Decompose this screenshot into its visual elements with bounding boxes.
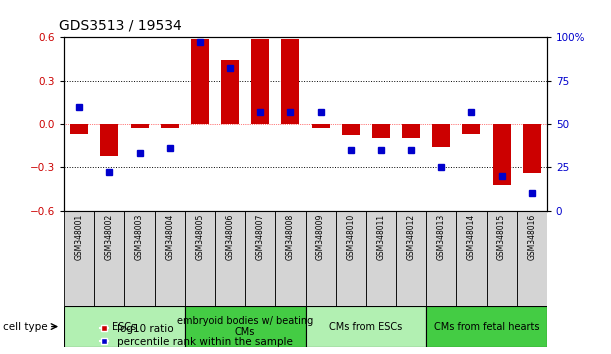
Bar — [523, 124, 541, 173]
FancyBboxPatch shape — [426, 211, 456, 306]
Text: GSM348004: GSM348004 — [165, 213, 174, 260]
Text: embryoid bodies w/ beating
CMs: embryoid bodies w/ beating CMs — [177, 316, 313, 337]
FancyBboxPatch shape — [426, 306, 547, 347]
Bar — [432, 124, 450, 147]
FancyBboxPatch shape — [245, 211, 276, 306]
Text: GSM348009: GSM348009 — [316, 213, 325, 260]
Text: GSM348015: GSM348015 — [497, 213, 506, 260]
Text: cell type: cell type — [3, 321, 48, 332]
FancyBboxPatch shape — [125, 211, 155, 306]
FancyBboxPatch shape — [276, 211, 306, 306]
Text: GSM348016: GSM348016 — [527, 213, 536, 260]
Text: GDS3513 / 19534: GDS3513 / 19534 — [59, 18, 182, 33]
Bar — [312, 124, 330, 128]
FancyBboxPatch shape — [185, 306, 306, 347]
FancyBboxPatch shape — [185, 211, 215, 306]
Bar — [191, 39, 209, 124]
Legend: log10 ratio, percentile rank within the sample: log10 ratio, percentile rank within the … — [100, 324, 293, 347]
Bar — [463, 124, 480, 134]
Text: GSM348005: GSM348005 — [196, 213, 205, 260]
Text: CMs from ESCs: CMs from ESCs — [329, 321, 403, 332]
Text: GSM348006: GSM348006 — [225, 213, 235, 260]
FancyBboxPatch shape — [517, 211, 547, 306]
Text: GSM348014: GSM348014 — [467, 213, 476, 260]
Bar — [372, 124, 390, 138]
FancyBboxPatch shape — [396, 211, 426, 306]
Text: GSM348011: GSM348011 — [376, 213, 386, 259]
FancyBboxPatch shape — [64, 306, 185, 347]
Text: GSM348001: GSM348001 — [75, 213, 84, 260]
FancyBboxPatch shape — [64, 211, 94, 306]
Text: ESCs: ESCs — [112, 321, 136, 332]
Text: GSM348008: GSM348008 — [286, 213, 295, 260]
Bar — [100, 124, 119, 156]
Bar — [161, 124, 179, 128]
Text: GSM348007: GSM348007 — [256, 213, 265, 260]
Bar — [251, 39, 269, 124]
Text: GSM348002: GSM348002 — [105, 213, 114, 260]
Bar — [492, 124, 511, 185]
Bar — [402, 124, 420, 138]
Text: GSM348013: GSM348013 — [437, 213, 446, 260]
Bar — [282, 39, 299, 124]
FancyBboxPatch shape — [366, 211, 396, 306]
Bar — [342, 124, 360, 136]
Text: GSM348003: GSM348003 — [135, 213, 144, 260]
FancyBboxPatch shape — [306, 211, 335, 306]
Bar — [131, 124, 148, 128]
Bar — [70, 124, 89, 134]
Text: GSM348012: GSM348012 — [406, 213, 415, 259]
FancyBboxPatch shape — [215, 211, 245, 306]
Text: GSM348010: GSM348010 — [346, 213, 355, 260]
Text: CMs from fetal hearts: CMs from fetal hearts — [434, 321, 540, 332]
FancyBboxPatch shape — [155, 211, 185, 306]
FancyBboxPatch shape — [335, 211, 366, 306]
FancyBboxPatch shape — [486, 211, 517, 306]
Bar — [221, 60, 239, 124]
FancyBboxPatch shape — [456, 211, 486, 306]
FancyBboxPatch shape — [94, 211, 125, 306]
FancyBboxPatch shape — [306, 306, 426, 347]
